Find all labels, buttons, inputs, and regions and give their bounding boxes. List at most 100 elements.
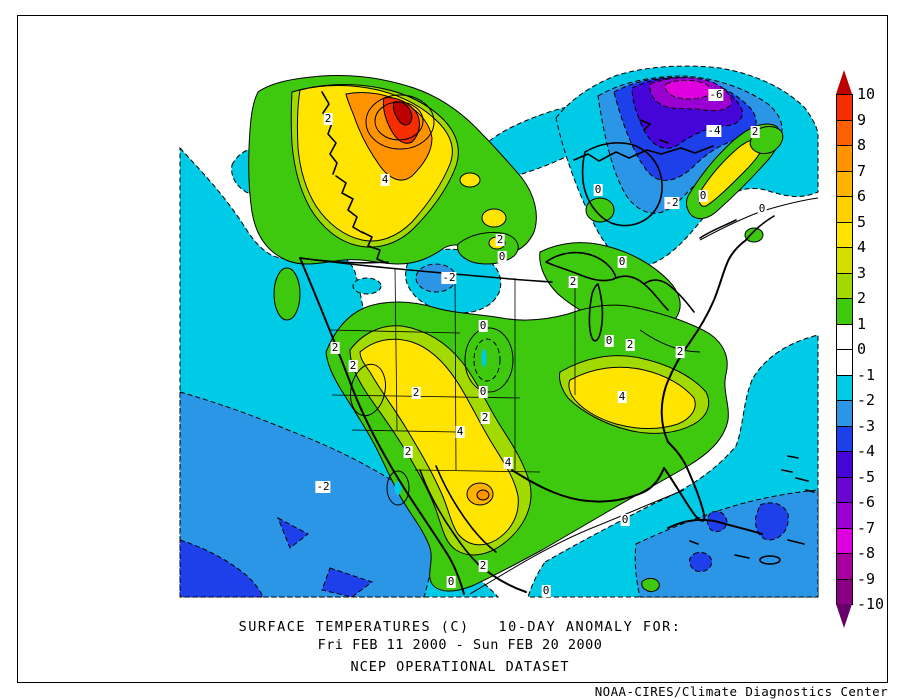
colorbar-tick-label: -7	[857, 518, 876, 537]
alaska-coast	[321, 91, 338, 175]
contour-value-label: 2	[750, 125, 760, 138]
contour-value-label: 2	[411, 386, 421, 399]
caption-line2: Fri FEB 11 2000 - Sun FEB 20 2000	[317, 637, 603, 653]
caption-line1: SURFACE TEMPERATURES (C) 10-DAY ANOMALY …	[238, 619, 682, 635]
contour-value-label: 2	[348, 359, 358, 372]
colorbar-tick-label: -10	[857, 595, 885, 613]
colorbar-tick-label: -3	[857, 416, 876, 435]
colorbar-cell	[836, 553, 853, 580]
colorbar-cell	[836, 349, 853, 376]
colorbar-tick-label: -8	[857, 544, 876, 562]
credit-text: NOAA-CIRES/Climate Diagnostics Center	[594, 684, 888, 699]
contour-value-label: 0	[478, 319, 488, 332]
colorbar-tick-label: 3	[857, 263, 867, 282]
colorbar-cell	[836, 374, 853, 401]
contour-value-label: 2	[675, 345, 685, 358]
colorbar-cell	[836, 425, 853, 452]
contour-value-label: 0	[620, 513, 630, 526]
contour-value-label: 4	[455, 425, 465, 438]
colorbar-cell	[836, 298, 853, 325]
colorbar-tick-label: -9	[857, 569, 876, 588]
contour-value-label: 0	[593, 183, 603, 196]
cuba-coast	[667, 518, 763, 535]
colorbar-tick-label: 7	[857, 161, 867, 180]
colorbar-tick-label: 5	[857, 212, 867, 231]
florida-coast	[663, 441, 706, 522]
contour-value-label: 4	[380, 173, 390, 186]
lake-michigan	[588, 283, 604, 342]
colorbar-cell	[836, 272, 853, 299]
colorbar-tick-label: 1	[857, 314, 867, 333]
colorbar-tick-label: -4	[857, 442, 876, 460]
contour-value-label: -4	[706, 124, 722, 137]
colorbar-cell	[836, 94, 853, 121]
contour-value-label: 2	[625, 338, 635, 351]
hudson-bay	[581, 142, 663, 227]
contour-value-label: -2	[664, 196, 680, 209]
contour-value-label: 0	[497, 250, 507, 263]
colorbar-arrow-down	[836, 604, 852, 628]
contour-value-label: -2	[441, 271, 457, 284]
plot-frame	[17, 15, 888, 683]
contour-value-label: 0	[617, 255, 627, 268]
colorbar-cell	[836, 196, 853, 223]
colorbar-cell	[836, 170, 853, 197]
colorbar-cell	[836, 221, 853, 248]
colorbar-cell	[836, 400, 853, 427]
contour-value-label: 0	[604, 334, 614, 347]
ocean-atlantic-caribbean-region	[527, 334, 819, 598]
colorbar-tick-label: -1	[857, 365, 876, 384]
colorbar-cell	[836, 502, 853, 529]
colorbar-cell	[836, 145, 853, 172]
colorbar-cell	[836, 323, 853, 350]
colorbar-tick-label: 0	[857, 340, 867, 358]
contour-value-label: 2	[495, 233, 505, 246]
us-canada-border	[299, 257, 553, 283]
contour-value-label: 0	[541, 584, 551, 597]
colorbar-tick-label: -2	[857, 391, 876, 409]
contour-value-label: 4	[617, 390, 627, 403]
colorbar-cell	[836, 451, 853, 478]
colorbar-tick-label: 6	[857, 187, 867, 205]
colorbar-tick-label: 9	[857, 110, 867, 129]
contour-value-label: 0	[446, 575, 456, 588]
contour-value-label: 0	[478, 385, 488, 398]
colorbar-tick-label: 4	[857, 238, 867, 256]
contour-value-label: 2	[403, 445, 413, 458]
east-coast	[660, 239, 747, 443]
contour-value-label: 2	[478, 559, 488, 572]
hudson-green-spot	[585, 197, 615, 223]
contour-value-label: 0	[698, 189, 708, 202]
colorbar-cell	[836, 119, 853, 146]
contour-value-label: 0	[757, 202, 767, 215]
caption-line3: NCEP OPERATIONAL DATASET	[350, 659, 570, 675]
contour-value-label: 2	[330, 341, 340, 354]
colorbar-cell	[836, 578, 853, 605]
colorbar-tick-label: 10	[857, 85, 876, 103]
colorbar-arrow-up	[836, 70, 852, 94]
arctic-coast	[573, 145, 714, 162]
neutral-holes	[350, 327, 514, 506]
contour-value-label: 2	[568, 275, 578, 288]
coastlines	[299, 91, 815, 595]
colorbar-tick-label: -5	[857, 467, 876, 486]
cold-anomaly-northeast-canada	[555, 65, 819, 267]
contour-value-label: -2	[315, 480, 331, 493]
contour-value-label: 4	[503, 456, 513, 469]
lakes-huron-erie-ontario	[615, 275, 695, 313]
colorbar-cell	[836, 247, 853, 274]
colorbar-tick-label: -6	[857, 493, 876, 511]
state-borders	[329, 267, 576, 473]
colorbar-tick-label: 2	[857, 289, 867, 307]
westcoast-green-sliver	[273, 267, 301, 321]
gulf-small-green-patch	[641, 577, 660, 592]
contour-value-label: 2	[323, 112, 333, 125]
warm-anomaly-alaska	[248, 75, 615, 265]
colorbar-cell	[836, 476, 853, 503]
contour-value-label: 2	[480, 411, 490, 424]
colorbar-cell	[836, 527, 853, 554]
contour-value-label: -6	[708, 88, 724, 101]
colorbar-tick-label: 8	[857, 136, 867, 154]
